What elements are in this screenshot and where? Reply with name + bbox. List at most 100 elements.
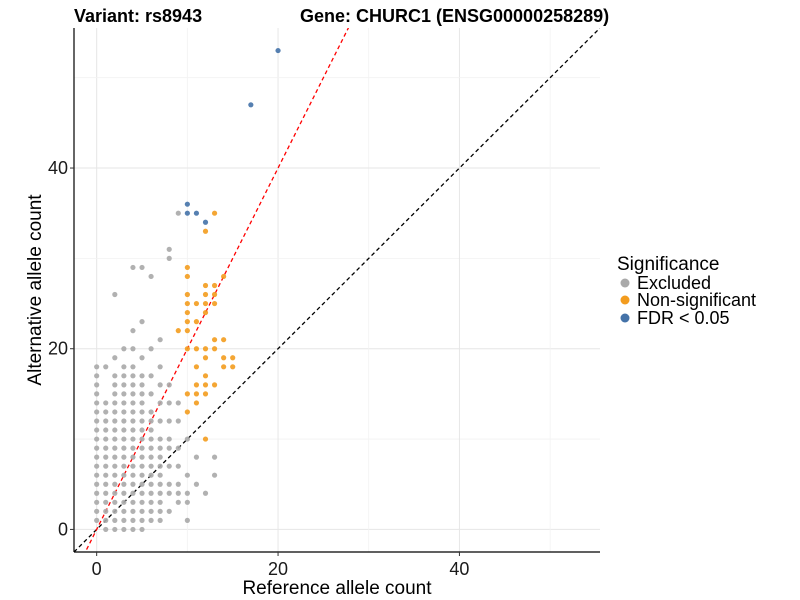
point-non-significant bbox=[221, 355, 227, 361]
point-excluded bbox=[130, 499, 136, 505]
point-excluded bbox=[130, 490, 136, 496]
point-excluded bbox=[148, 346, 154, 352]
y-tick-label: 0 bbox=[58, 519, 68, 539]
point-excluded bbox=[112, 391, 118, 397]
point-excluded bbox=[157, 337, 163, 343]
point-excluded bbox=[175, 481, 181, 487]
point-excluded bbox=[184, 436, 190, 442]
legend-label-fdr: FDR < 0.05 bbox=[637, 308, 730, 328]
point-excluded bbox=[139, 472, 145, 478]
point-excluded bbox=[94, 445, 100, 451]
point-excluded bbox=[112, 508, 118, 514]
point-excluded bbox=[130, 328, 136, 334]
legend: Significance Excluded Non-significant FD… bbox=[617, 254, 756, 328]
y-tick-label: 20 bbox=[48, 339, 68, 359]
point-excluded bbox=[112, 445, 118, 451]
point-excluded bbox=[175, 490, 181, 496]
point-excluded bbox=[139, 409, 145, 415]
point-excluded bbox=[94, 418, 100, 424]
point-excluded bbox=[148, 445, 154, 451]
legend-label-non-significant: Non-significant bbox=[637, 290, 756, 310]
point-excluded bbox=[184, 472, 190, 478]
point-non-significant bbox=[211, 300, 218, 307]
point-excluded bbox=[112, 373, 118, 379]
point-excluded bbox=[139, 427, 145, 433]
data-points bbox=[94, 47, 281, 533]
point-excluded bbox=[148, 490, 154, 496]
point-excluded bbox=[166, 463, 172, 469]
point-excluded bbox=[184, 490, 190, 496]
point-excluded bbox=[94, 454, 100, 460]
point-excluded bbox=[139, 264, 145, 271]
chart-title-variant: Variant: rs8943 bbox=[74, 6, 202, 26]
point-non-significant bbox=[193, 300, 200, 307]
point-excluded bbox=[139, 418, 145, 424]
point-excluded bbox=[130, 472, 136, 478]
point-excluded bbox=[139, 382, 145, 388]
point-excluded bbox=[121, 427, 127, 433]
point-excluded bbox=[148, 427, 154, 433]
point-excluded bbox=[130, 445, 136, 451]
point-excluded bbox=[130, 526, 136, 533]
point-fdr-0-05 bbox=[248, 102, 254, 108]
point-fdr-0-05 bbox=[184, 210, 190, 216]
point-excluded bbox=[148, 391, 154, 397]
y-axis-label: Alternative allele count bbox=[25, 194, 46, 386]
point-excluded bbox=[157, 517, 163, 523]
point-excluded bbox=[112, 427, 118, 433]
legend-swatch-excluded bbox=[620, 278, 630, 288]
point-excluded bbox=[121, 382, 127, 388]
point-excluded bbox=[112, 472, 118, 478]
point-excluded bbox=[130, 418, 136, 424]
point-excluded bbox=[103, 418, 109, 424]
point-excluded bbox=[94, 391, 100, 397]
point-excluded bbox=[211, 472, 218, 478]
point-excluded bbox=[130, 436, 136, 442]
point-non-significant bbox=[202, 436, 209, 442]
point-excluded bbox=[103, 445, 109, 451]
point-excluded bbox=[157, 445, 163, 451]
point-excluded bbox=[94, 409, 100, 415]
point-excluded bbox=[139, 445, 145, 451]
point-non-significant bbox=[184, 391, 190, 397]
point-excluded bbox=[202, 490, 209, 496]
point-non-significant bbox=[202, 382, 209, 388]
point-excluded bbox=[112, 481, 118, 487]
point-excluded bbox=[112, 355, 118, 361]
point-excluded bbox=[130, 382, 136, 388]
point-excluded bbox=[94, 400, 100, 406]
point-excluded bbox=[103, 463, 109, 469]
point-excluded bbox=[175, 400, 181, 406]
point-non-significant bbox=[202, 309, 209, 316]
point-non-significant bbox=[221, 337, 227, 343]
point-excluded bbox=[148, 481, 154, 487]
point-excluded bbox=[121, 409, 127, 415]
legend-swatch-non-significant bbox=[620, 295, 630, 305]
point-excluded bbox=[157, 508, 163, 514]
reference-lines bbox=[74, 28, 600, 552]
point-excluded bbox=[94, 517, 100, 523]
point-excluded bbox=[103, 400, 109, 406]
point-excluded bbox=[166, 508, 172, 514]
legend-title: Significance bbox=[617, 254, 719, 275]
point-excluded bbox=[103, 481, 109, 487]
point-non-significant bbox=[230, 355, 236, 361]
point-excluded bbox=[175, 463, 181, 469]
point-non-significant bbox=[211, 346, 218, 352]
point-excluded bbox=[148, 463, 154, 469]
point-excluded bbox=[184, 499, 190, 505]
point-excluded bbox=[157, 454, 163, 460]
point-excluded bbox=[139, 454, 145, 460]
point-excluded bbox=[193, 454, 200, 460]
point-non-significant bbox=[202, 228, 209, 234]
legend-label-excluded: Excluded bbox=[637, 273, 711, 293]
point-non-significant bbox=[202, 300, 209, 307]
point-non-significant bbox=[184, 309, 190, 316]
point-excluded bbox=[94, 490, 100, 496]
point-non-significant bbox=[193, 364, 200, 370]
point-non-significant bbox=[202, 373, 209, 379]
point-excluded bbox=[121, 373, 127, 379]
point-excluded bbox=[166, 255, 172, 261]
point-non-significant bbox=[193, 319, 200, 325]
